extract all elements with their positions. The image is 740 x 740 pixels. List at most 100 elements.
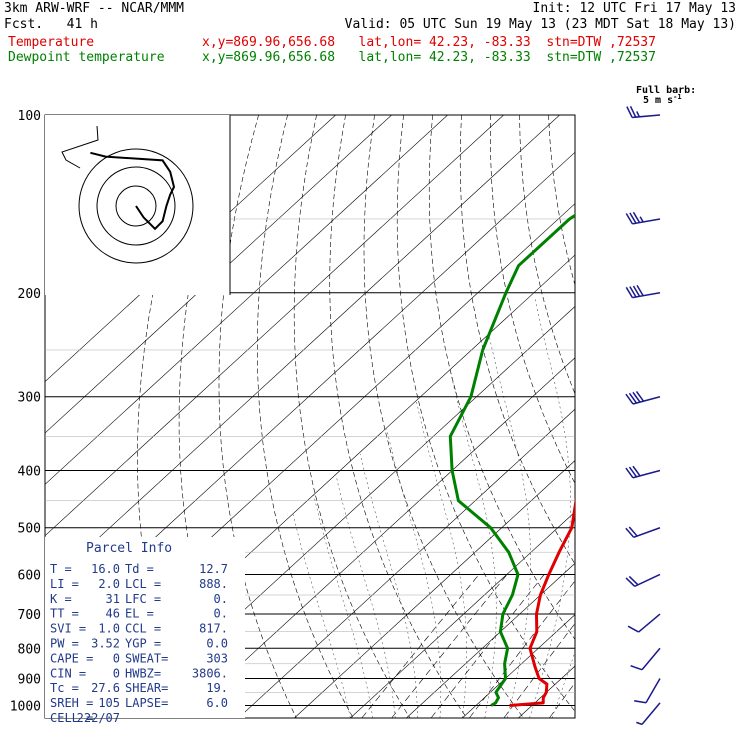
parcel-info-cell: 0. bbox=[214, 607, 228, 621]
mixing-ratio-line bbox=[391, 574, 508, 718]
moist-adiabat bbox=[488, 334, 531, 718]
barb-staff bbox=[632, 396, 661, 405]
barb-flag bbox=[627, 625, 639, 633]
dry-adiabat bbox=[636, 115, 740, 718]
init-time: Init: 12 UTC Fri 17 May 13 bbox=[532, 1, 737, 16]
parcel-info-title: Parcel Info bbox=[86, 541, 172, 556]
barb-flag bbox=[628, 526, 638, 537]
parcel-info-cell: 19. bbox=[206, 681, 228, 695]
isotherm bbox=[238, 408, 575, 718]
barb-flag bbox=[632, 285, 641, 297]
mixing-ratio-line bbox=[469, 580, 575, 718]
barb-flag bbox=[635, 390, 645, 402]
barb-flag bbox=[634, 700, 647, 704]
barb-flag bbox=[632, 211, 641, 223]
dry-adiabat bbox=[519, 115, 575, 395]
barb-flag bbox=[626, 106, 633, 118]
full-barb-units: 5 m s-1 bbox=[643, 93, 682, 106]
legend-dewpoint-info: x,y=869.96,656.68 lat,lon= 42.23, -83.33… bbox=[202, 50, 656, 65]
parcel-info-cell: 31 bbox=[106, 592, 120, 606]
dry-adiabat bbox=[256, 115, 354, 718]
wind-barb bbox=[625, 211, 661, 225]
parcel-info-cell: 46 bbox=[106, 607, 120, 621]
moist-adiabat bbox=[551, 650, 575, 718]
isotherm bbox=[406, 562, 575, 718]
barb-staff bbox=[645, 678, 661, 704]
isotherm bbox=[45, 115, 448, 485]
barb-staff bbox=[641, 647, 661, 671]
barb-flag bbox=[636, 285, 644, 297]
parcel-info-cell: SREH = bbox=[50, 696, 93, 710]
moist-adiabat bbox=[293, 514, 351, 718]
isotherm bbox=[182, 357, 575, 718]
parcel-info-cell: 3.52 bbox=[91, 637, 120, 651]
pressure-label-700: 700 bbox=[18, 608, 41, 623]
parcel-info-cell: YGP = bbox=[125, 637, 161, 651]
mixing-ratio-line bbox=[361, 574, 480, 718]
parcel-info-cell: 12.7 bbox=[199, 562, 228, 576]
parcel-info-box bbox=[45, 537, 245, 718]
dry-adiabat bbox=[489, 115, 575, 485]
valid-time: Valid: 05 UTC Sun 19 May 13 (23 MDT Sat … bbox=[344, 17, 736, 32]
moist-adiabat bbox=[359, 453, 418, 718]
barb-staff bbox=[632, 292, 661, 299]
dry-adiabat bbox=[428, 115, 575, 640]
pressure-label-800: 800 bbox=[18, 642, 41, 657]
dry-adiabat bbox=[664, 115, 740, 718]
wind-barb bbox=[625, 390, 661, 405]
barb-flag bbox=[625, 467, 634, 479]
barb-staff bbox=[632, 218, 661, 225]
barb-flag bbox=[625, 213, 634, 225]
barb-flag bbox=[625, 527, 635, 538]
barb-flag bbox=[628, 575, 639, 586]
legend-temperature-info: x,y=869.96,656.68 lat,lon= 42.23, -83.33… bbox=[202, 35, 656, 50]
parcel-info-cell: 0 bbox=[113, 651, 120, 665]
barb-flag bbox=[632, 465, 641, 477]
hodograph-map-outline bbox=[61, 125, 99, 169]
isotherm bbox=[45, 115, 504, 537]
hodograph-background bbox=[45, 115, 230, 295]
legend-dewpoint: Dewpoint temperature bbox=[8, 50, 165, 65]
legend-temperature: Temperature bbox=[8, 35, 95, 50]
parcel-info-cell: 0 bbox=[113, 666, 120, 680]
wind-barb bbox=[630, 647, 661, 671]
barb-flag bbox=[632, 391, 641, 403]
parcel-info-cell: EL = bbox=[125, 607, 154, 621]
barb-flag bbox=[628, 466, 638, 478]
barb-flag bbox=[629, 286, 637, 298]
pressure-label-500: 500 bbox=[18, 522, 41, 537]
parcel-info-cell: LAPSE= bbox=[125, 696, 168, 710]
temperature-profile bbox=[509, 497, 575, 707]
isotherm bbox=[462, 614, 575, 718]
moist-adiabat bbox=[386, 428, 441, 718]
moist-adiabat bbox=[313, 494, 374, 718]
parcel-info-cell: 16.0 bbox=[91, 562, 120, 576]
parcel-info-cell: Tc = bbox=[50, 681, 79, 695]
dry-adiabat bbox=[396, 115, 575, 712]
full-barb-label: Full barb: bbox=[636, 85, 696, 96]
barb-staff bbox=[634, 573, 661, 588]
parcel-info-cell: LI = bbox=[50, 577, 79, 591]
hodograph-ring bbox=[115, 185, 157, 227]
parcel-info-cell: 105 bbox=[98, 696, 120, 710]
wind-barb bbox=[634, 678, 661, 704]
wind-barb bbox=[625, 465, 661, 479]
pressure-label-200: 200 bbox=[18, 287, 41, 302]
moist-adiabat bbox=[574, 715, 575, 718]
pressure-label-300: 300 bbox=[18, 391, 41, 406]
parcel-info-cell: LCL = bbox=[125, 577, 161, 591]
parcel-info-cell: Td = bbox=[125, 562, 154, 576]
wind-barb bbox=[626, 105, 661, 119]
dry-adiabat bbox=[693, 115, 740, 718]
barb-flag bbox=[629, 105, 637, 118]
wind-barb bbox=[627, 613, 661, 633]
dry-adiabat bbox=[293, 115, 411, 718]
wind-barb bbox=[625, 526, 661, 539]
wind-barb bbox=[625, 285, 661, 299]
mixing-ratio-line bbox=[503, 622, 575, 718]
parcel-info-cell: SVI = bbox=[50, 622, 86, 636]
barb-flag bbox=[639, 216, 644, 223]
dry-adiabat bbox=[578, 115, 740, 718]
isotherm bbox=[45, 115, 560, 588]
dry-adiabat bbox=[459, 115, 575, 565]
